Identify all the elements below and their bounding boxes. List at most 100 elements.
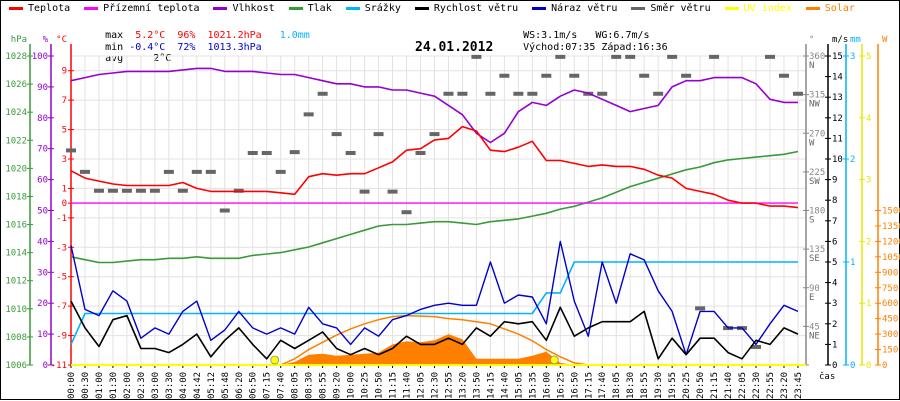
- x-tick-label: 03:00: [151, 372, 161, 399]
- humidity-tick-label: 30: [37, 268, 48, 278]
- temperature-tick-label: 1: [62, 184, 67, 194]
- legend-label: UV index: [743, 3, 792, 14]
- x-tick-label: 22:55: [766, 372, 776, 399]
- legend: Teplota Přízemní teplota Vlhkost Tlak Srážky…: [9, 3, 855, 14]
- pressure-tick-label: 1022: [5, 136, 27, 146]
- direction-compass-label: E: [809, 293, 814, 303]
- wind-tick-label: 3: [832, 299, 837, 309]
- series-wind-direction-mark: [345, 150, 356, 155]
- direction-tick-label: 180: [809, 207, 825, 217]
- wind-axis-unit: m/s: [832, 35, 848, 45]
- temperature-tick-label: 0: [62, 199, 67, 209]
- pressure-tick-label: 1010: [5, 305, 27, 315]
- x-tick-label: 11:15: [389, 372, 399, 399]
- temperature-tick-label: 7: [62, 96, 67, 106]
- uv-tick-label: 2: [866, 237, 871, 247]
- wind-tick-label: 0: [832, 361, 837, 371]
- x-tick-label: 08:55: [319, 372, 329, 399]
- rain-tick-label: 0: [850, 361, 855, 371]
- wind-tick-label: 11: [832, 134, 843, 144]
- legend-label: Vlhkost: [232, 3, 275, 14]
- x-tick-label: 20:50: [696, 372, 706, 399]
- uv-tick-label: 3: [866, 176, 871, 186]
- max-humidity: 96%: [177, 30, 196, 41]
- rain-tick-label: 1: [850, 258, 855, 268]
- series-wind-direction-mark: [121, 188, 132, 193]
- uv-tick-label: 1: [866, 299, 871, 309]
- temperature-tick-label: -9: [56, 332, 67, 342]
- max-label: max: [105, 30, 124, 41]
- pressure-tick-label: 1008: [5, 333, 27, 343]
- legend-item: Přízemní teplota: [84, 3, 199, 14]
- x-tick-label: 04:42: [193, 372, 203, 399]
- x-tick-label: 12:05: [417, 372, 427, 399]
- solar-tick-label: 1050: [882, 253, 900, 263]
- legend-item: Srážky: [345, 3, 401, 14]
- x-tick-label: 22:05: [738, 372, 748, 399]
- wind-tick-label: 9: [832, 176, 837, 186]
- legend-label: Přízemní teplota: [103, 3, 200, 14]
- series-solar-area: [71, 334, 798, 365]
- series-wind-direction-mark: [107, 188, 118, 193]
- legend-swatch: [414, 7, 429, 10]
- pressure-tick-label: 1018: [5, 192, 27, 202]
- series-wind-direction-mark: [275, 169, 286, 174]
- humidity-tick-label: 50: [37, 207, 48, 217]
- x-tick-label: 16:00: [542, 372, 552, 399]
- x-tick-label: 22:30: [752, 372, 762, 399]
- wind-tick-label: 13: [832, 93, 843, 103]
- legend-swatch: [9, 7, 23, 10]
- x-tick-label: 16:50: [570, 372, 580, 399]
- series-wind-direction-mark: [792, 91, 803, 96]
- series-wind-direction-mark: [331, 132, 342, 137]
- min-label: min: [105, 42, 124, 53]
- legend-swatch: [532, 7, 547, 10]
- x-tick-label: 12:30: [430, 372, 440, 399]
- humidity-tick-label: 0: [43, 361, 48, 371]
- x-tick-label: 23:45: [794, 372, 804, 399]
- rain-tick-label: 3: [850, 52, 855, 62]
- series-wind-direction-mark: [527, 91, 538, 96]
- temperature-tick-label: 5: [62, 126, 67, 136]
- series-wind-direction-mark: [373, 132, 384, 137]
- series-wind-direction-mark: [499, 73, 510, 78]
- series-wind-direction-mark: [415, 150, 426, 155]
- x-tick-label: 11:40: [403, 372, 413, 399]
- rain-axis-unit: mm: [850, 35, 861, 45]
- series-wind-direction-mark: [457, 91, 468, 96]
- avg-temp: 2°C: [153, 53, 172, 64]
- x-tick-label: 08:30: [305, 372, 315, 399]
- max-pressure: 1021.2hPa: [207, 30, 262, 41]
- legend-label: Náraz větru: [551, 3, 618, 14]
- solar-axis-unit: W: [882, 35, 888, 45]
- x-tick-label: 18:05: [612, 372, 622, 399]
- x-tick-label: 12:55: [444, 372, 454, 399]
- series-wind-direction-mark: [247, 150, 258, 155]
- solar-tick-label: 750: [882, 284, 898, 294]
- x-tick-label: 07:40: [277, 372, 287, 399]
- stats-max-row: max 5.2°C 96% 1021.2hPa 1.0mm: [81, 19, 310, 52]
- series-humidity-line: [70, 67, 798, 144]
- x-tick-label: 23:20: [780, 372, 790, 399]
- x-tick-label: 14:15: [486, 372, 496, 399]
- legend-swatch: [84, 7, 99, 10]
- solar-tick-label: 600: [882, 299, 898, 309]
- series-wind-direction-mark: [513, 91, 524, 96]
- humidity-tick-label: 70: [37, 145, 48, 155]
- series-wind-direction-mark: [205, 169, 216, 174]
- temperature-tick-label: -3: [56, 243, 67, 253]
- uv-tick-label: 4: [866, 114, 871, 124]
- solar-tick-label: 1200: [882, 237, 900, 247]
- avg-label: avg: [105, 53, 124, 64]
- wg-value: WG:6.7m/s: [595, 30, 650, 41]
- pressure-axis-unit: hPa: [11, 35, 27, 45]
- legend-item: Teplota: [9, 3, 70, 14]
- sunset: Západ:16:36: [601, 42, 668, 53]
- direction-compass-label: NW: [809, 100, 820, 110]
- x-tick-label: 01:00: [95, 372, 105, 399]
- series-wind-direction-mark: [695, 306, 706, 311]
- humidity-axis-unit: %: [43, 35, 49, 45]
- x-tick-label: 00:30: [81, 372, 91, 399]
- chart-title-date: 24.01.2012: [415, 40, 494, 55]
- wind-tick-label: 15: [832, 52, 843, 62]
